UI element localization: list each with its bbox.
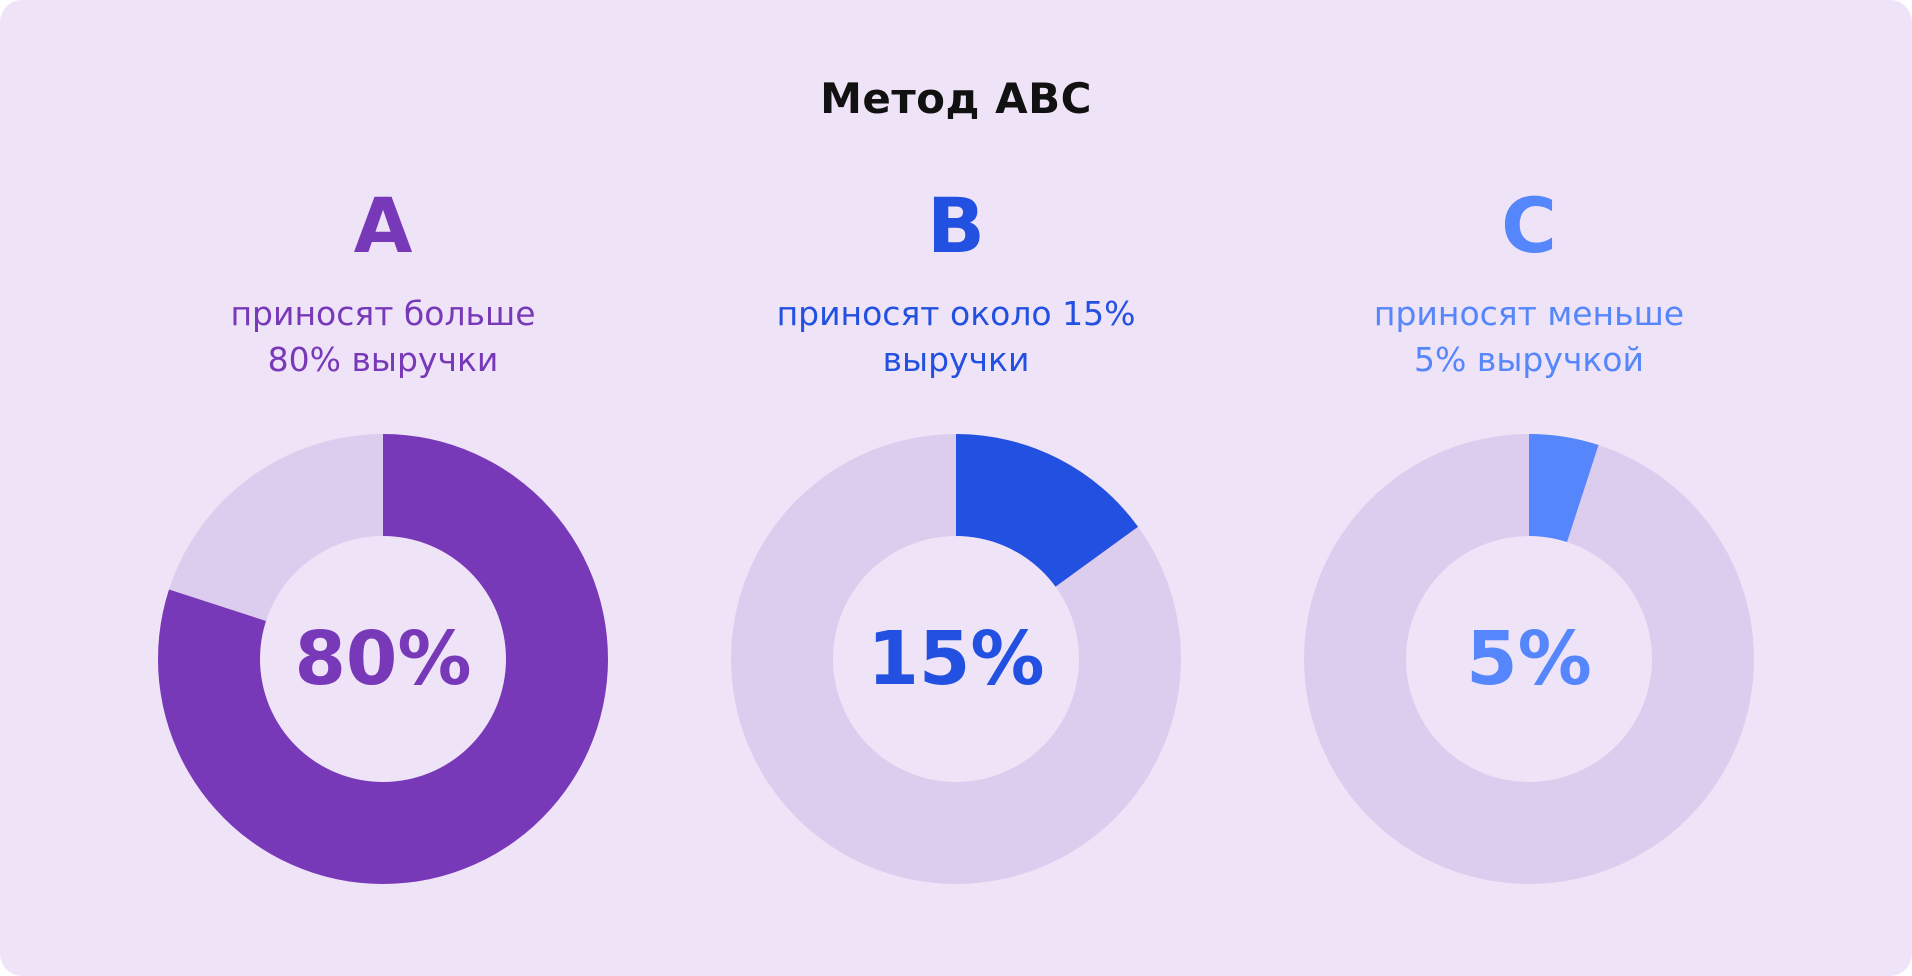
group-a-description-line-2: 80% выручки xyxy=(267,340,499,379)
group-a: A приносят больше 80% выручки 80% xyxy=(103,0,663,976)
group-c-center-label: 5% xyxy=(1466,616,1592,702)
group-a-description: приносят больше 80% выручки xyxy=(103,291,663,383)
group-a-donut-hole xyxy=(260,536,506,782)
group-b-letter: B xyxy=(927,181,985,270)
group-b: B приносят около 15% выручки 15% xyxy=(676,0,1236,976)
group-b-donut-hole xyxy=(833,536,1079,782)
group-a-description-line-1: приносят больше xyxy=(230,294,536,333)
group-c: C приносят меньше 5% выручкой 5% xyxy=(1249,0,1809,976)
group-c-description-line-1: приносят меньше xyxy=(1373,294,1685,333)
group-a-donut: 80% xyxy=(158,434,608,884)
group-b-description-line-1: приносят около 15% xyxy=(776,294,1136,333)
group-b-center-label: 15% xyxy=(867,616,1044,702)
chart-title: Метод ABC xyxy=(820,74,1092,123)
group-a-letter: A xyxy=(353,181,413,270)
group-a-center-label: 80% xyxy=(294,616,471,702)
group-b-description: приносят около 15% выручки xyxy=(676,291,1236,383)
group-c-donut-hole xyxy=(1406,536,1652,782)
group-b-description-line-2: выручки xyxy=(882,340,1030,379)
group-c-description-line-2: 5% выручкой xyxy=(1414,340,1644,379)
group-c-letter: C xyxy=(1501,181,1557,270)
group-b-donut: 15% xyxy=(731,434,1181,884)
group-c-donut: 5% xyxy=(1304,434,1754,884)
group-c-description: приносят меньше 5% выручкой xyxy=(1249,291,1809,383)
